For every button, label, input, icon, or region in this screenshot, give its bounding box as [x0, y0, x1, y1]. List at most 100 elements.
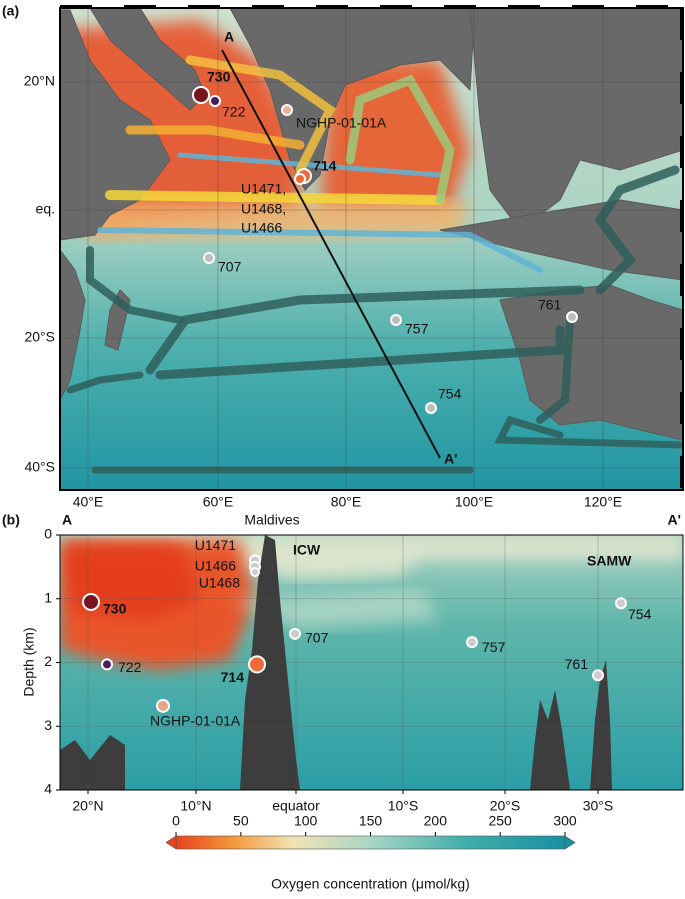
lon-label: 80°E: [331, 494, 362, 510]
frame-tick: [680, 456, 683, 488]
colorbar-tick-label: 0: [172, 813, 180, 829]
current-arrow: [66, 371, 144, 394]
lat-label: 20°S: [24, 329, 55, 345]
frame-tick: [680, 72, 683, 104]
colorbar-extend: [165, 835, 177, 850]
frame-tick: [680, 392, 683, 424]
bathymetry: [590, 660, 612, 790]
site-marker: [466, 636, 478, 649]
bathymetry: [60, 735, 125, 790]
current-arrow: [345, 74, 455, 205]
frame-tick: [680, 8, 683, 40]
x-tick-label: 10°S: [388, 798, 419, 814]
site-marker: [592, 669, 604, 682]
colorbar-tick-label: 50: [233, 813, 249, 829]
section-start: A: [62, 512, 72, 528]
frame-tick: [60, 5, 92, 8]
land: [60, 9, 171, 241]
frame-tick: [572, 5, 604, 8]
site-label: 761: [538, 297, 562, 313]
colorbar: [175, 835, 566, 850]
annotation: Maldives: [244, 512, 299, 528]
site-marker: [425, 402, 437, 414]
site-marker: [203, 252, 215, 264]
lat-label: eq.: [36, 201, 55, 217]
x-tick-label: equator: [272, 798, 320, 814]
site-label: U1468: [199, 575, 240, 591]
colorbar-extend: [564, 835, 576, 850]
site-label: U1466: [195, 558, 236, 574]
frame-tick: [252, 5, 284, 8]
x-tick-label: 20°N: [72, 798, 103, 814]
lat-label: 20°N: [24, 73, 55, 89]
site-marker: [101, 658, 113, 671]
current-arrow: [97, 227, 543, 273]
current-arrow: [177, 152, 443, 178]
site-label: U1471: [195, 537, 236, 553]
frame-tick: [444, 5, 476, 8]
frame-tick: [680, 136, 683, 168]
lon-label: 60°E: [203, 494, 234, 510]
land: [439, 199, 683, 281]
site-label: 714: [313, 158, 337, 174]
bathymetry: [530, 690, 570, 790]
annotation: SAMW: [587, 553, 632, 569]
colorbar-tick-label: 100: [294, 813, 318, 829]
current-arrow: [185, 55, 336, 175]
frame-tick: [680, 200, 683, 232]
site-marker: [294, 173, 306, 185]
lon-label: 120°E: [584, 494, 622, 510]
site-marker: [289, 627, 301, 640]
lat-label: 40°S: [24, 459, 55, 475]
frame-tick: [508, 5, 540, 8]
frame-tick: [636, 5, 668, 8]
colorbar-label: Oxygen concentration (μmol/kg): [271, 876, 470, 892]
lon-label: 100°E: [455, 494, 493, 510]
site-marker: [615, 597, 627, 610]
x-tick-label: 20°S: [490, 798, 521, 814]
frame-tick: [680, 328, 683, 360]
panel-label: (b): [2, 512, 20, 528]
site-label: 761: [565, 656, 589, 672]
site-label: 754: [628, 606, 652, 622]
current-arrow: [494, 415, 683, 449]
colorbar-tick-label: 200: [424, 813, 448, 829]
current-arrow: [155, 325, 565, 380]
section-end: A': [444, 451, 457, 467]
y-tick-label: 3: [44, 717, 52, 733]
site-marker: [250, 566, 260, 577]
colorbar-tick-label: 300: [553, 813, 577, 829]
land: [469, 8, 683, 231]
site-marker: [281, 104, 293, 116]
y-tick-label: 1: [44, 589, 52, 605]
current-arrow: [536, 316, 574, 424]
y-tick-label: 4: [44, 781, 52, 797]
site-marker: [156, 698, 170, 713]
site-label: 722: [222, 104, 246, 120]
site-label: 707: [305, 630, 329, 646]
x-tick-label: 30°S: [583, 798, 614, 814]
x-tick-label: 10°N: [180, 798, 211, 814]
site-label: 757: [405, 321, 429, 337]
site-marker: [209, 95, 221, 107]
y-tick-label: 2: [44, 653, 52, 669]
map-frame: [59, 7, 684, 491]
site-label: NGHP-01-01A: [150, 713, 241, 729]
y-axis-label: Depth (km): [21, 627, 37, 696]
site-group-label: U1468,: [241, 201, 286, 217]
frame-tick: [124, 5, 156, 8]
current-arrow: [145, 285, 585, 375]
site-label: NGHP-01-01A: [296, 115, 387, 131]
frame-tick: [680, 264, 683, 296]
y-tick-label: 0: [44, 526, 52, 542]
lon-label: 40°E: [73, 494, 104, 510]
frame-tick: [316, 5, 348, 8]
colorbar-tick-label: 250: [488, 813, 512, 829]
current-arrow: [594, 165, 680, 295]
site-label: 754: [438, 386, 462, 402]
section-start: A: [224, 29, 234, 45]
site-marker: [566, 311, 578, 323]
site-marker: [82, 592, 100, 611]
